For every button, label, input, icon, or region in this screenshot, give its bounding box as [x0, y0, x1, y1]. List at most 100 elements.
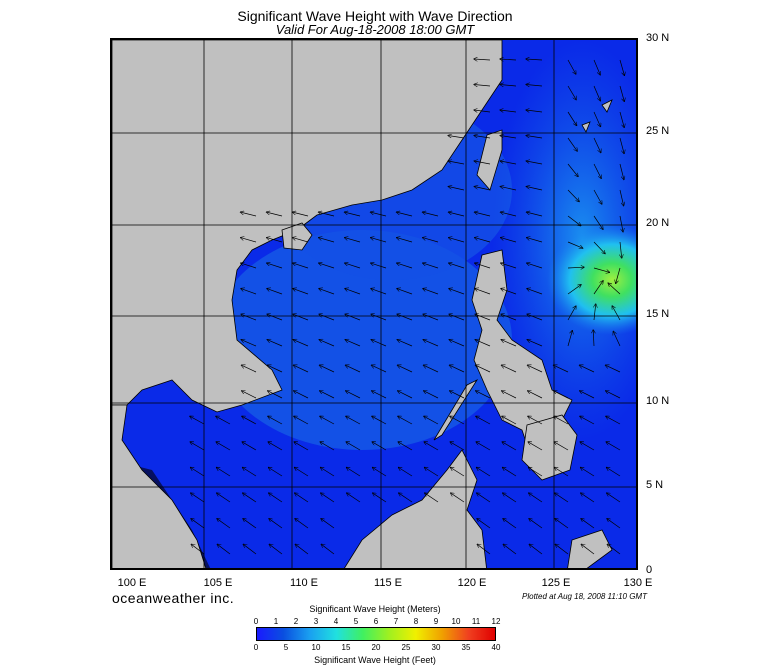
- wave-direction-arrow: [555, 519, 569, 529]
- wave-direction-arrow: [397, 238, 413, 243]
- wave-direction-arrow: [449, 212, 465, 217]
- wave-direction-arrow: [450, 365, 465, 373]
- wave-direction-arrow: [593, 85, 600, 101]
- scale-tick-meters: 9: [433, 617, 439, 626]
- wave-direction-arrow: [319, 289, 335, 295]
- wave-direction-arrow: [567, 59, 576, 74]
- wave-direction-arrow: [319, 238, 335, 243]
- wave-direction-arrow: [267, 212, 283, 217]
- scale-tick-meters: 0: [253, 617, 259, 626]
- wave-direction-arrow: [268, 365, 283, 373]
- wave-direction-arrow: [567, 331, 572, 347]
- wave-direction-arrow: [451, 468, 465, 477]
- wave-direction-arrow: [527, 238, 543, 243]
- wave-direction-arrow: [423, 289, 439, 295]
- wave-direction-arrow: [476, 365, 491, 373]
- wave-direction-arrow: [371, 340, 387, 347]
- wave-direction-arrow: [580, 416, 595, 425]
- wave-direction-arrow: [295, 544, 309, 555]
- lat-label-5n: 5 N: [646, 479, 664, 491]
- wave-direction-arrow: [475, 212, 491, 217]
- graticule: [112, 40, 636, 568]
- wave-direction-arrow: [474, 110, 491, 112]
- scale-title-feet: Significant Wave Height (Feet): [314, 655, 436, 665]
- wave-direction-arrow: [320, 391, 335, 399]
- lon-label-130e: 130 E: [623, 577, 653, 589]
- wave-direction-arrow: [567, 137, 577, 151]
- scale-tick-meters: 2: [293, 617, 299, 626]
- wave-direction-arrow: [526, 59, 543, 60]
- wave-direction-arrow: [474, 136, 491, 139]
- wave-direction-arrow: [554, 391, 569, 399]
- wave-direction-arrow: [475, 238, 491, 243]
- wave-direction-arrow: [475, 314, 491, 321]
- wave-direction-arrow: [191, 493, 205, 503]
- brand-logo-text: oceanweather inc.: [112, 590, 235, 606]
- wave-direction-arrow: [423, 263, 439, 269]
- wave-direction-arrow: [503, 519, 517, 529]
- wave-direction-arrow: [293, 340, 309, 347]
- wave-direction-arrow: [619, 59, 624, 75]
- scale-tick-feet: 20: [371, 643, 381, 652]
- land-ryukyu: [581, 99, 613, 133]
- wave-direction-arrow: [593, 163, 601, 178]
- wave-direction-arrow: [529, 468, 543, 477]
- lon-label-105e: 105 E: [203, 577, 233, 589]
- wave-direction-arrow: [345, 314, 361, 321]
- wave-direction-arrow: [500, 59, 517, 60]
- wave-height-map: [110, 38, 638, 570]
- wave-direction-arrow: [321, 544, 335, 555]
- wave-direction-arrow: [424, 391, 439, 399]
- wave-direction-arrow: [619, 137, 624, 154]
- wave-direction-arrow: [580, 391, 595, 399]
- wave-direction-arrow: [371, 238, 387, 243]
- scale-tick-meters: 10: [451, 617, 461, 626]
- wave-direction-arrow: [567, 189, 579, 202]
- wave-direction-arrow: [613, 332, 621, 347]
- wave-direction-arrow: [397, 314, 413, 321]
- wave-direction-arrow: [593, 241, 605, 254]
- wave-direction-arrow: [423, 340, 439, 347]
- wave-direction-arrow: [528, 391, 543, 399]
- wave-direction-arrow: [242, 365, 257, 373]
- wave-direction-arrow: [423, 314, 439, 321]
- wave-direction-arrow: [503, 493, 517, 503]
- wave-direction-arrow: [448, 187, 465, 191]
- wave-direction-arrow: [399, 493, 413, 503]
- wave-direction-arrow: [450, 416, 465, 425]
- wave-direction-arrow: [267, 263, 283, 269]
- scale-tick-meters: 1: [273, 617, 279, 626]
- wave-direction-arrow: [295, 468, 309, 477]
- wave-direction-arrow: [216, 442, 231, 451]
- wave-direction-arrow: [449, 340, 465, 347]
- lon-label-100e: 100 E: [117, 577, 147, 589]
- wave-direction-arrow: [449, 314, 465, 321]
- wave-direction-arrow: [606, 391, 621, 399]
- wave-direction-arrow: [528, 442, 543, 451]
- wave-direction-arrow: [345, 212, 361, 217]
- wave-direction-arrow: [371, 314, 387, 321]
- wave-direction-arrow: [424, 416, 439, 425]
- wave-direction-arrow: [475, 289, 491, 295]
- wave-direction-arrow: [593, 281, 603, 295]
- wave-direction-arrow: [500, 85, 517, 87]
- wave-direction-arrow: [372, 365, 387, 373]
- wave-direction-arrow: [503, 544, 517, 555]
- wave-direction-arrow: [217, 544, 231, 555]
- wave-direction-arrow: [501, 340, 517, 347]
- wave-direction-arrow: [345, 340, 361, 347]
- wave-direction-arrow: [503, 468, 517, 477]
- wave-direction-arrow: [294, 391, 309, 399]
- wave-direction-arrow: [567, 267, 584, 268]
- wave-direction-arrow: [293, 212, 309, 217]
- wave-direction-arrow: [529, 519, 543, 529]
- wave-direction-arrow: [527, 263, 543, 269]
- wave-direction-arrow: [528, 416, 543, 425]
- wave-direction-arrow: [267, 314, 283, 321]
- wave-direction-arrow: [449, 263, 465, 269]
- lat-label-20n: 20 N: [646, 217, 670, 229]
- wave-direction-arrow: [269, 544, 283, 555]
- land-taiwan: [476, 129, 503, 191]
- wave-direction-arrow: [217, 493, 231, 503]
- wave-direction-arrow: [581, 493, 595, 503]
